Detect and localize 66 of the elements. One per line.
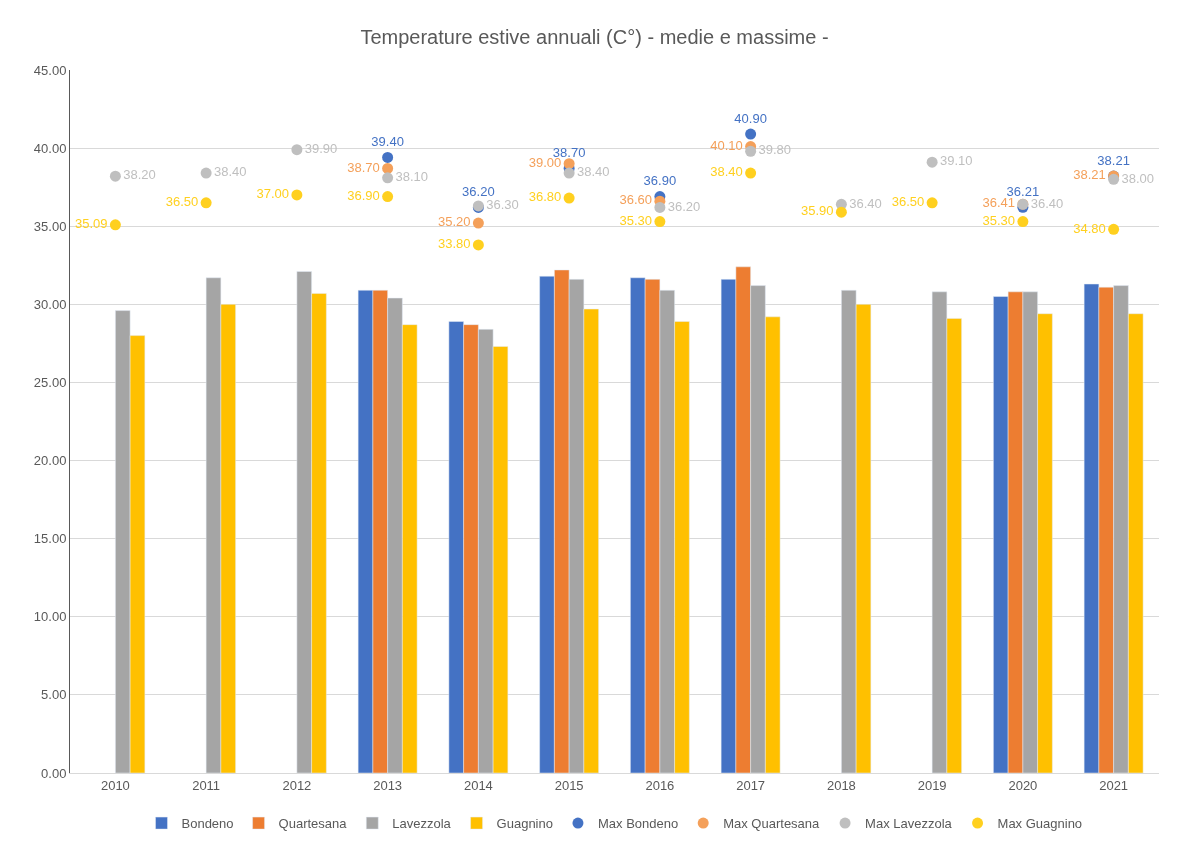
data-label: 36.30	[486, 197, 519, 213]
data-label: 39.80	[758, 142, 792, 158]
data-label: 39.10	[940, 153, 973, 169]
data-label: 36.80	[528, 189, 562, 205]
data-label: 40.90	[734, 110, 767, 126]
data-label: 36.40	[1030, 195, 1064, 211]
x-tick-label: 2015	[554, 777, 584, 793]
data-label: 38.10	[395, 169, 429, 185]
data-label: 38.20	[123, 167, 156, 183]
y-tick-label: 35.00	[33, 218, 67, 234]
data-label: 39.90	[304, 140, 338, 156]
legend-label: Max Bondeno	[597, 816, 679, 832]
data-label: 36.41	[982, 195, 1016, 211]
legend-label: Lavezzola	[392, 816, 452, 832]
chart-title: Temperature estive annuali (C°) - medie e massime -	[360, 26, 829, 49]
legend-label: Bondeno	[181, 816, 234, 832]
data-label: 34.80	[1073, 220, 1106, 236]
y-tick-label: 30.00	[33, 296, 67, 312]
legend-label: Max Lavezzola	[865, 816, 953, 832]
x-tick-label: 2019	[917, 777, 947, 793]
y-tick-label: 15.00	[33, 531, 67, 547]
data-label: 35.20	[437, 214, 471, 230]
data-label: 35.30	[619, 212, 653, 228]
data-label: 36.50	[165, 194, 199, 210]
data-label: 38.40	[214, 164, 247, 180]
data-label: 36.40	[849, 195, 882, 211]
data-label: 37.00	[256, 186, 290, 202]
x-tick-label: 2021	[1099, 777, 1129, 793]
data-label: 38.00	[1121, 170, 1155, 186]
data-label: 38.40	[577, 164, 610, 180]
data-label: 40.10	[710, 137, 743, 153]
x-tick-label: 2016	[645, 777, 675, 793]
y-tick-label: 0.00	[41, 765, 67, 781]
data-label: 38.21	[1073, 167, 1106, 183]
x-tick-label: 2020	[1008, 777, 1038, 793]
data-label: 36.60	[619, 192, 653, 208]
y-tick-label: 40.00	[33, 140, 67, 156]
data-label: 36.90	[643, 173, 677, 189]
data-label: 38.40	[710, 164, 743, 180]
x-tick-label: 2012	[282, 777, 312, 793]
x-tick-label: 2011	[192, 777, 221, 793]
y-tick-label: 20.00	[33, 453, 67, 469]
data-label: 35.90	[800, 203, 834, 219]
data-label: 35.09	[74, 216, 108, 232]
y-tick-label: 10.00	[33, 609, 67, 625]
data-label: 38.70	[347, 159, 380, 175]
data-label: 36.90	[347, 187, 380, 203]
x-tick-label: 2010	[100, 777, 130, 793]
x-tick-label: 2014	[463, 777, 493, 793]
data-label: 36.50	[891, 194, 925, 210]
x-tick-label: 2013	[373, 777, 403, 793]
legend-label: Quartesana	[278, 816, 348, 832]
y-tick-label: 45.00	[33, 62, 67, 78]
x-tick-label: 2018	[826, 777, 856, 793]
legend-label: Guagnino	[496, 816, 553, 832]
x-tick-label: 2017	[736, 777, 766, 793]
y-tick-label: 25.00	[33, 374, 67, 390]
y-tick-label: 5.00	[41, 687, 67, 703]
data-label: 36.20	[667, 198, 701, 214]
data-label: 33.80	[437, 236, 471, 252]
data-label: 36.20	[462, 184, 495, 200]
data-label: 35.30	[982, 212, 1016, 228]
legend-label: Max Guagnino	[997, 816, 1083, 832]
legend-label: Max Quartesana	[723, 816, 821, 832]
data-label: 39.40	[371, 134, 404, 150]
data-label: 38.21	[1097, 152, 1130, 168]
